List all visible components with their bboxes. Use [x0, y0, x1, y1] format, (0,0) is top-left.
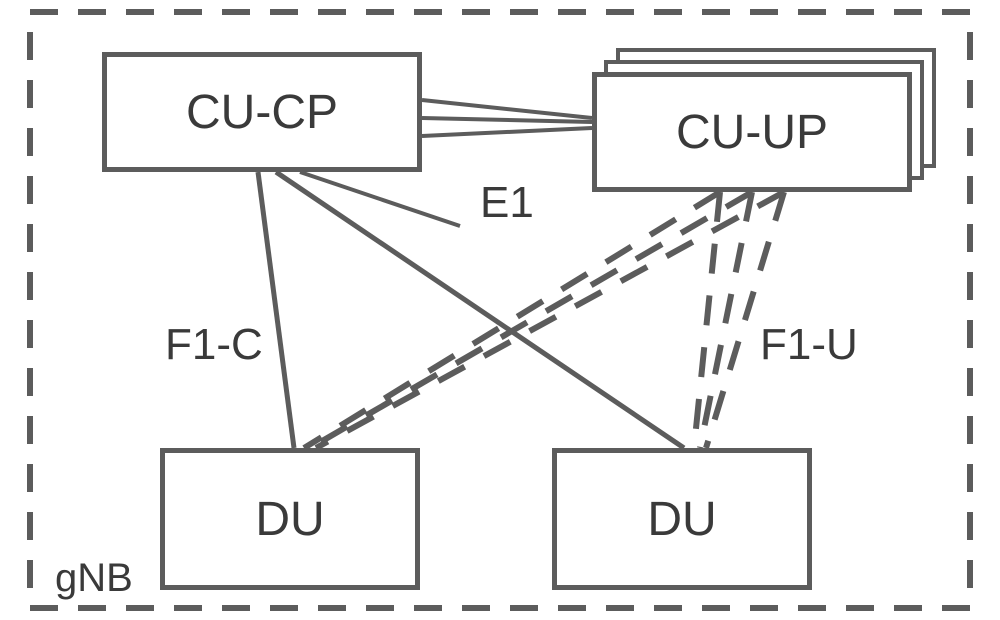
label-gnb: gNB [55, 556, 133, 601]
e1-link-0 [422, 100, 592, 118]
f1u-link-4 [700, 192, 752, 448]
f1u-link-2 [316, 192, 784, 448]
node-cuup-label: CU-UP [676, 105, 828, 160]
node-du1: DU [160, 448, 420, 590]
e1-link-2 [422, 128, 592, 136]
label-e1: E1 [480, 178, 534, 228]
f1c-link-0 [258, 172, 294, 448]
node-du2-label: DU [647, 492, 716, 547]
f1u-link-1 [310, 192, 752, 448]
cucp-tail [300, 172, 460, 226]
f1u-link-3 [694, 192, 720, 448]
e1-link-1 [422, 118, 592, 122]
label-f1u: F1-U [760, 320, 858, 370]
node-cuup: CU-UP [592, 72, 912, 192]
label-f1c: F1-C [165, 320, 263, 370]
node-cucp: CU-CP [102, 52, 422, 172]
node-du1-label: DU [255, 492, 324, 547]
node-du2: DU [552, 448, 812, 590]
f1u-link-0 [304, 192, 720, 448]
node-cucp-label: CU-CP [186, 85, 338, 140]
